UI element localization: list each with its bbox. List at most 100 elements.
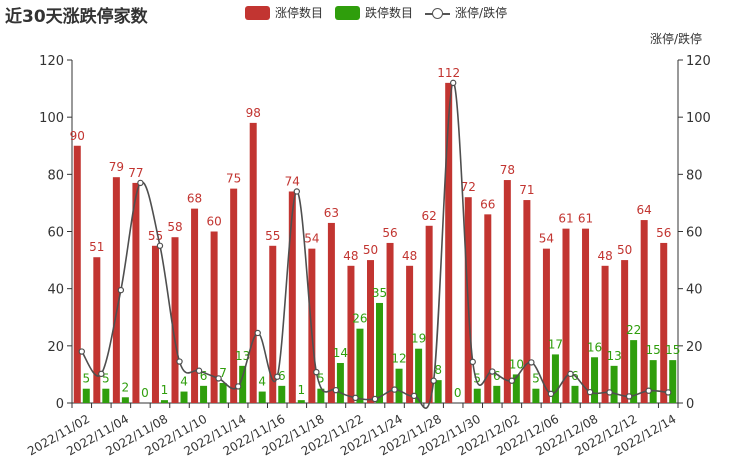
bar-up [230, 188, 238, 403]
y-tick-label-right: 20 [686, 340, 703, 355]
ratio-point [567, 370, 574, 378]
bar-down [493, 385, 501, 403]
bar-down [258, 391, 266, 403]
data-label-down: 5 [102, 372, 110, 386]
ratio-point [469, 358, 476, 366]
bar-up [640, 220, 648, 403]
ratio-point [645, 387, 652, 394]
ratio-point [293, 188, 301, 195]
data-label-up: 72 [461, 180, 476, 194]
data-label-up: 55 [265, 229, 280, 243]
bar-up [73, 145, 81, 403]
bar-up [386, 242, 394, 403]
data-label-down: 1 [297, 383, 305, 397]
data-label-down: 10 [509, 357, 524, 371]
data-label-up: 66 [480, 197, 495, 211]
y-tick-label-left: 80 [47, 168, 64, 183]
chart-title: 近30天涨跌停家数 [5, 7, 148, 27]
y-tick-label-right: 60 [686, 226, 703, 241]
bar-down [630, 340, 638, 403]
y-tick-label-left: 60 [47, 226, 64, 241]
data-label-up: 63 [324, 206, 339, 220]
right-axis-title: 涨停/跌停 [649, 32, 702, 46]
bar-down [278, 385, 286, 403]
bar-down [219, 382, 227, 403]
data-label-up: 112 [437, 66, 460, 80]
data-label-up: 54 [304, 232, 319, 246]
bar-down [180, 391, 188, 403]
bar-down [239, 365, 247, 403]
ratio-point [489, 368, 496, 375]
bar-up [542, 248, 550, 403]
ratio-point [117, 286, 125, 294]
bar-up [210, 231, 218, 403]
legend-label-down: 跌停数目 [365, 6, 414, 20]
bar-down [376, 302, 383, 403]
bar-up [406, 265, 414, 403]
bar-down [610, 365, 618, 403]
bar-down [532, 388, 540, 403]
ratio-point [391, 386, 398, 393]
data-label-down: 5 [532, 372, 540, 386]
data-label-down: 7 [219, 366, 227, 380]
legend-item-up[interactable]: 涨停数目 [245, 4, 323, 21]
data-label-down: 22 [626, 323, 641, 337]
legend-swatch-down [335, 5, 361, 20]
data-label-up: 58 [167, 220, 182, 234]
bar-down [512, 374, 520, 403]
data-label-up: 56 [656, 226, 671, 240]
data-label-down: 4 [258, 375, 266, 389]
bar-up [660, 242, 668, 403]
bar-down [434, 380, 442, 403]
ratio-point [606, 389, 613, 396]
bar-up [601, 265, 609, 403]
ratio-point [371, 395, 379, 403]
data-label-down: 17 [548, 337, 563, 351]
data-label-down: 12 [391, 352, 406, 366]
ratio-point [430, 377, 437, 384]
ratio-point [274, 373, 281, 380]
legend-item-down[interactable]: 跌停数目 [335, 4, 413, 21]
data-label-up: 78 [500, 163, 515, 177]
data-label-up: 64 [637, 203, 652, 217]
data-label-up: 56 [382, 226, 397, 240]
data-label-down: 5 [82, 372, 90, 386]
data-label-up: 54 [539, 232, 554, 246]
bar-up [132, 182, 140, 403]
ratio-point [586, 388, 594, 396]
bar-down [336, 362, 344, 403]
y-tick-label-right: 100 [686, 111, 711, 126]
legend-label-ratio: 涨停/跌停 [455, 6, 508, 20]
bar-up [347, 265, 355, 403]
ratio-point [625, 393, 633, 400]
y-tick-label-right: 120 [686, 54, 711, 69]
legend-line-icon [425, 6, 451, 20]
data-label-down: 16 [587, 340, 602, 354]
data-label-up: 51 [89, 240, 104, 254]
ratio-point [410, 392, 418, 400]
data-label-down: 5 [473, 372, 481, 386]
y-tick-label-right: 40 [686, 283, 703, 298]
data-label-down: 15 [646, 343, 661, 357]
data-label-up: 50 [617, 243, 632, 257]
ratio-point [547, 390, 555, 398]
bar-up [582, 228, 590, 403]
data-label-down: 26 [352, 312, 367, 326]
data-label-down: 1 [161, 383, 169, 397]
data-label-down: 19 [411, 332, 426, 346]
bar-up [445, 82, 453, 403]
data-label-up: 61 [558, 212, 573, 226]
bar-down [356, 328, 364, 403]
bar-down [415, 348, 423, 403]
data-label-up: 68 [187, 192, 202, 206]
bar-up [484, 214, 492, 403]
ratio-point [508, 377, 516, 384]
legend-swatch-up [245, 5, 270, 20]
data-label-up: 71 [519, 183, 534, 197]
legend: 涨停数目 跌停数目 涨停/跌停 [245, 4, 519, 21]
legend-item-ratio[interactable]: 涨停/跌停 [425, 4, 507, 21]
ratio-point [254, 329, 261, 337]
ratio-point [98, 370, 105, 378]
data-label-up: 50 [363, 243, 378, 257]
